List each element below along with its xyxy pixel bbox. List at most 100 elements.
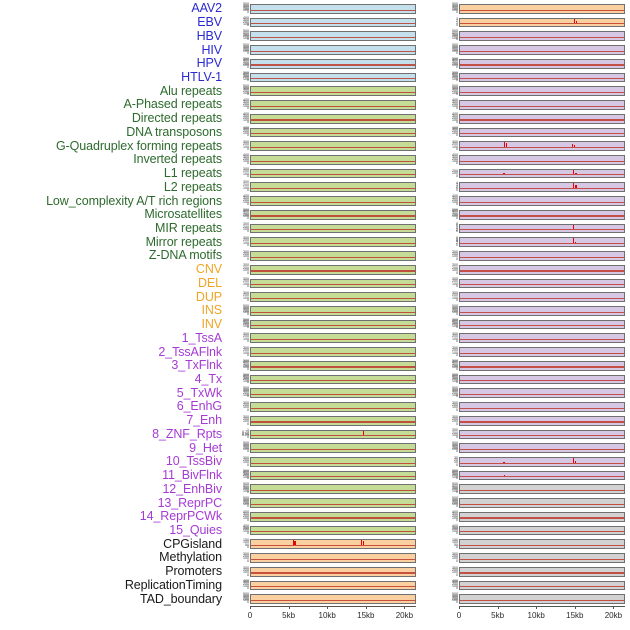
track-row[interactable]: [459, 16, 625, 30]
track-row[interactable]: [250, 537, 416, 551]
track-label: L2 repeats: [163, 179, 222, 194]
track-row[interactable]: [250, 524, 416, 538]
track-row[interactable]: [250, 222, 416, 236]
track-row[interactable]: [459, 180, 625, 194]
track-row[interactable]: [459, 510, 625, 524]
left-panel-x-axis: 0 5kb 10kb 15kb 20kb: [248, 606, 416, 630]
track-row[interactable]: [459, 167, 625, 181]
track-row[interactable]: [250, 126, 416, 140]
y-tick-label: 500: [452, 441, 458, 446]
track-row[interactable]: [459, 579, 625, 593]
track-row[interactable]: [459, 222, 625, 236]
track-row[interactable]: [459, 592, 625, 606]
track-row[interactable]: [250, 139, 416, 153]
track-row[interactable]: [459, 414, 625, 428]
track-row[interactable]: [459, 249, 625, 263]
track-row[interactable]: [459, 318, 625, 332]
track-row[interactable]: [459, 208, 625, 222]
track-row[interactable]: [250, 277, 416, 291]
track-baseline: [460, 119, 624, 121]
track-row[interactable]: [459, 139, 625, 153]
track-row[interactable]: [459, 331, 625, 345]
track-row[interactable]: [250, 441, 416, 455]
track-row[interactable]: [459, 455, 625, 469]
track-row[interactable]: [250, 235, 416, 249]
track-row[interactable]: [250, 482, 416, 496]
y-tick-label: 100: [452, 158, 458, 163]
track-row[interactable]: [250, 57, 416, 71]
track-row[interactable]: [459, 359, 625, 373]
track-row[interactable]: [250, 579, 416, 593]
track-row[interactable]: [250, 194, 416, 208]
y-tick-label: 500: [243, 208, 249, 213]
track-row[interactable]: [250, 496, 416, 510]
track-row[interactable]: [250, 263, 416, 277]
track-row[interactable]: [459, 84, 625, 98]
y-tick-label: 100: [452, 49, 458, 54]
track-row[interactable]: [250, 84, 416, 98]
track-row[interactable]: [250, 153, 416, 167]
track-row[interactable]: [250, 414, 416, 428]
track-row[interactable]: [250, 167, 416, 181]
track-row[interactable]: [459, 235, 625, 249]
track-row[interactable]: [250, 428, 416, 442]
track-row[interactable]: [250, 455, 416, 469]
track-row[interactable]: [459, 2, 625, 16]
track-row[interactable]: [250, 359, 416, 373]
track-row[interactable]: [250, 29, 416, 43]
track-row[interactable]: [459, 112, 625, 126]
track-row[interactable]: [459, 386, 625, 400]
track-row[interactable]: [250, 592, 416, 606]
track-row[interactable]: [459, 524, 625, 538]
track-row[interactable]: [250, 16, 416, 30]
track-row[interactable]: [459, 43, 625, 57]
track-row[interactable]: [250, 2, 416, 16]
track-row[interactable]: [459, 441, 625, 455]
track-row[interactable]: [250, 318, 416, 332]
track-row[interactable]: [459, 57, 625, 71]
track-baseline: [251, 586, 415, 588]
track-row[interactable]: [459, 373, 625, 387]
track-row[interactable]: [459, 482, 625, 496]
track-row[interactable]: [250, 43, 416, 57]
track-row[interactable]: [459, 469, 625, 483]
track-row[interactable]: [459, 400, 625, 414]
track-row[interactable]: [459, 565, 625, 579]
track-row[interactable]: [459, 71, 625, 85]
track-row[interactable]: [459, 551, 625, 565]
track-row[interactable]: [459, 277, 625, 291]
track-row[interactable]: [250, 208, 416, 222]
track-row[interactable]: [459, 29, 625, 43]
track-row[interactable]: [250, 345, 416, 359]
y-tick-label: 200: [243, 265, 249, 270]
y-tick-label: 400: [452, 497, 458, 502]
y-tick-label: 0: [247, 559, 249, 563]
track-row[interactable]: [250, 112, 416, 126]
track-row[interactable]: [250, 386, 416, 400]
track-row[interactable]: [459, 290, 625, 304]
track-row[interactable]: [459, 98, 625, 112]
track-row[interactable]: [250, 71, 416, 85]
track-row[interactable]: [459, 428, 625, 442]
track-row[interactable]: [250, 510, 416, 524]
track-row[interactable]: [459, 345, 625, 359]
track-row[interactable]: [250, 290, 416, 304]
track-row[interactable]: [459, 194, 625, 208]
track-row[interactable]: [250, 331, 416, 345]
track-row[interactable]: [250, 565, 416, 579]
track-row[interactable]: [250, 304, 416, 318]
track-row[interactable]: [250, 180, 416, 194]
track-row[interactable]: [459, 537, 625, 551]
track-row[interactable]: [250, 551, 416, 565]
y-tick-label: 200: [452, 89, 458, 94]
track-row[interactable]: [459, 153, 625, 167]
track-row[interactable]: [459, 263, 625, 277]
track-row[interactable]: [459, 304, 625, 318]
track-row[interactable]: [459, 126, 625, 140]
track-row[interactable]: [250, 469, 416, 483]
track-row[interactable]: [250, 249, 416, 263]
track-row[interactable]: [250, 400, 416, 414]
track-row[interactable]: [250, 98, 416, 112]
track-row[interactable]: [250, 373, 416, 387]
track-row[interactable]: [459, 496, 625, 510]
